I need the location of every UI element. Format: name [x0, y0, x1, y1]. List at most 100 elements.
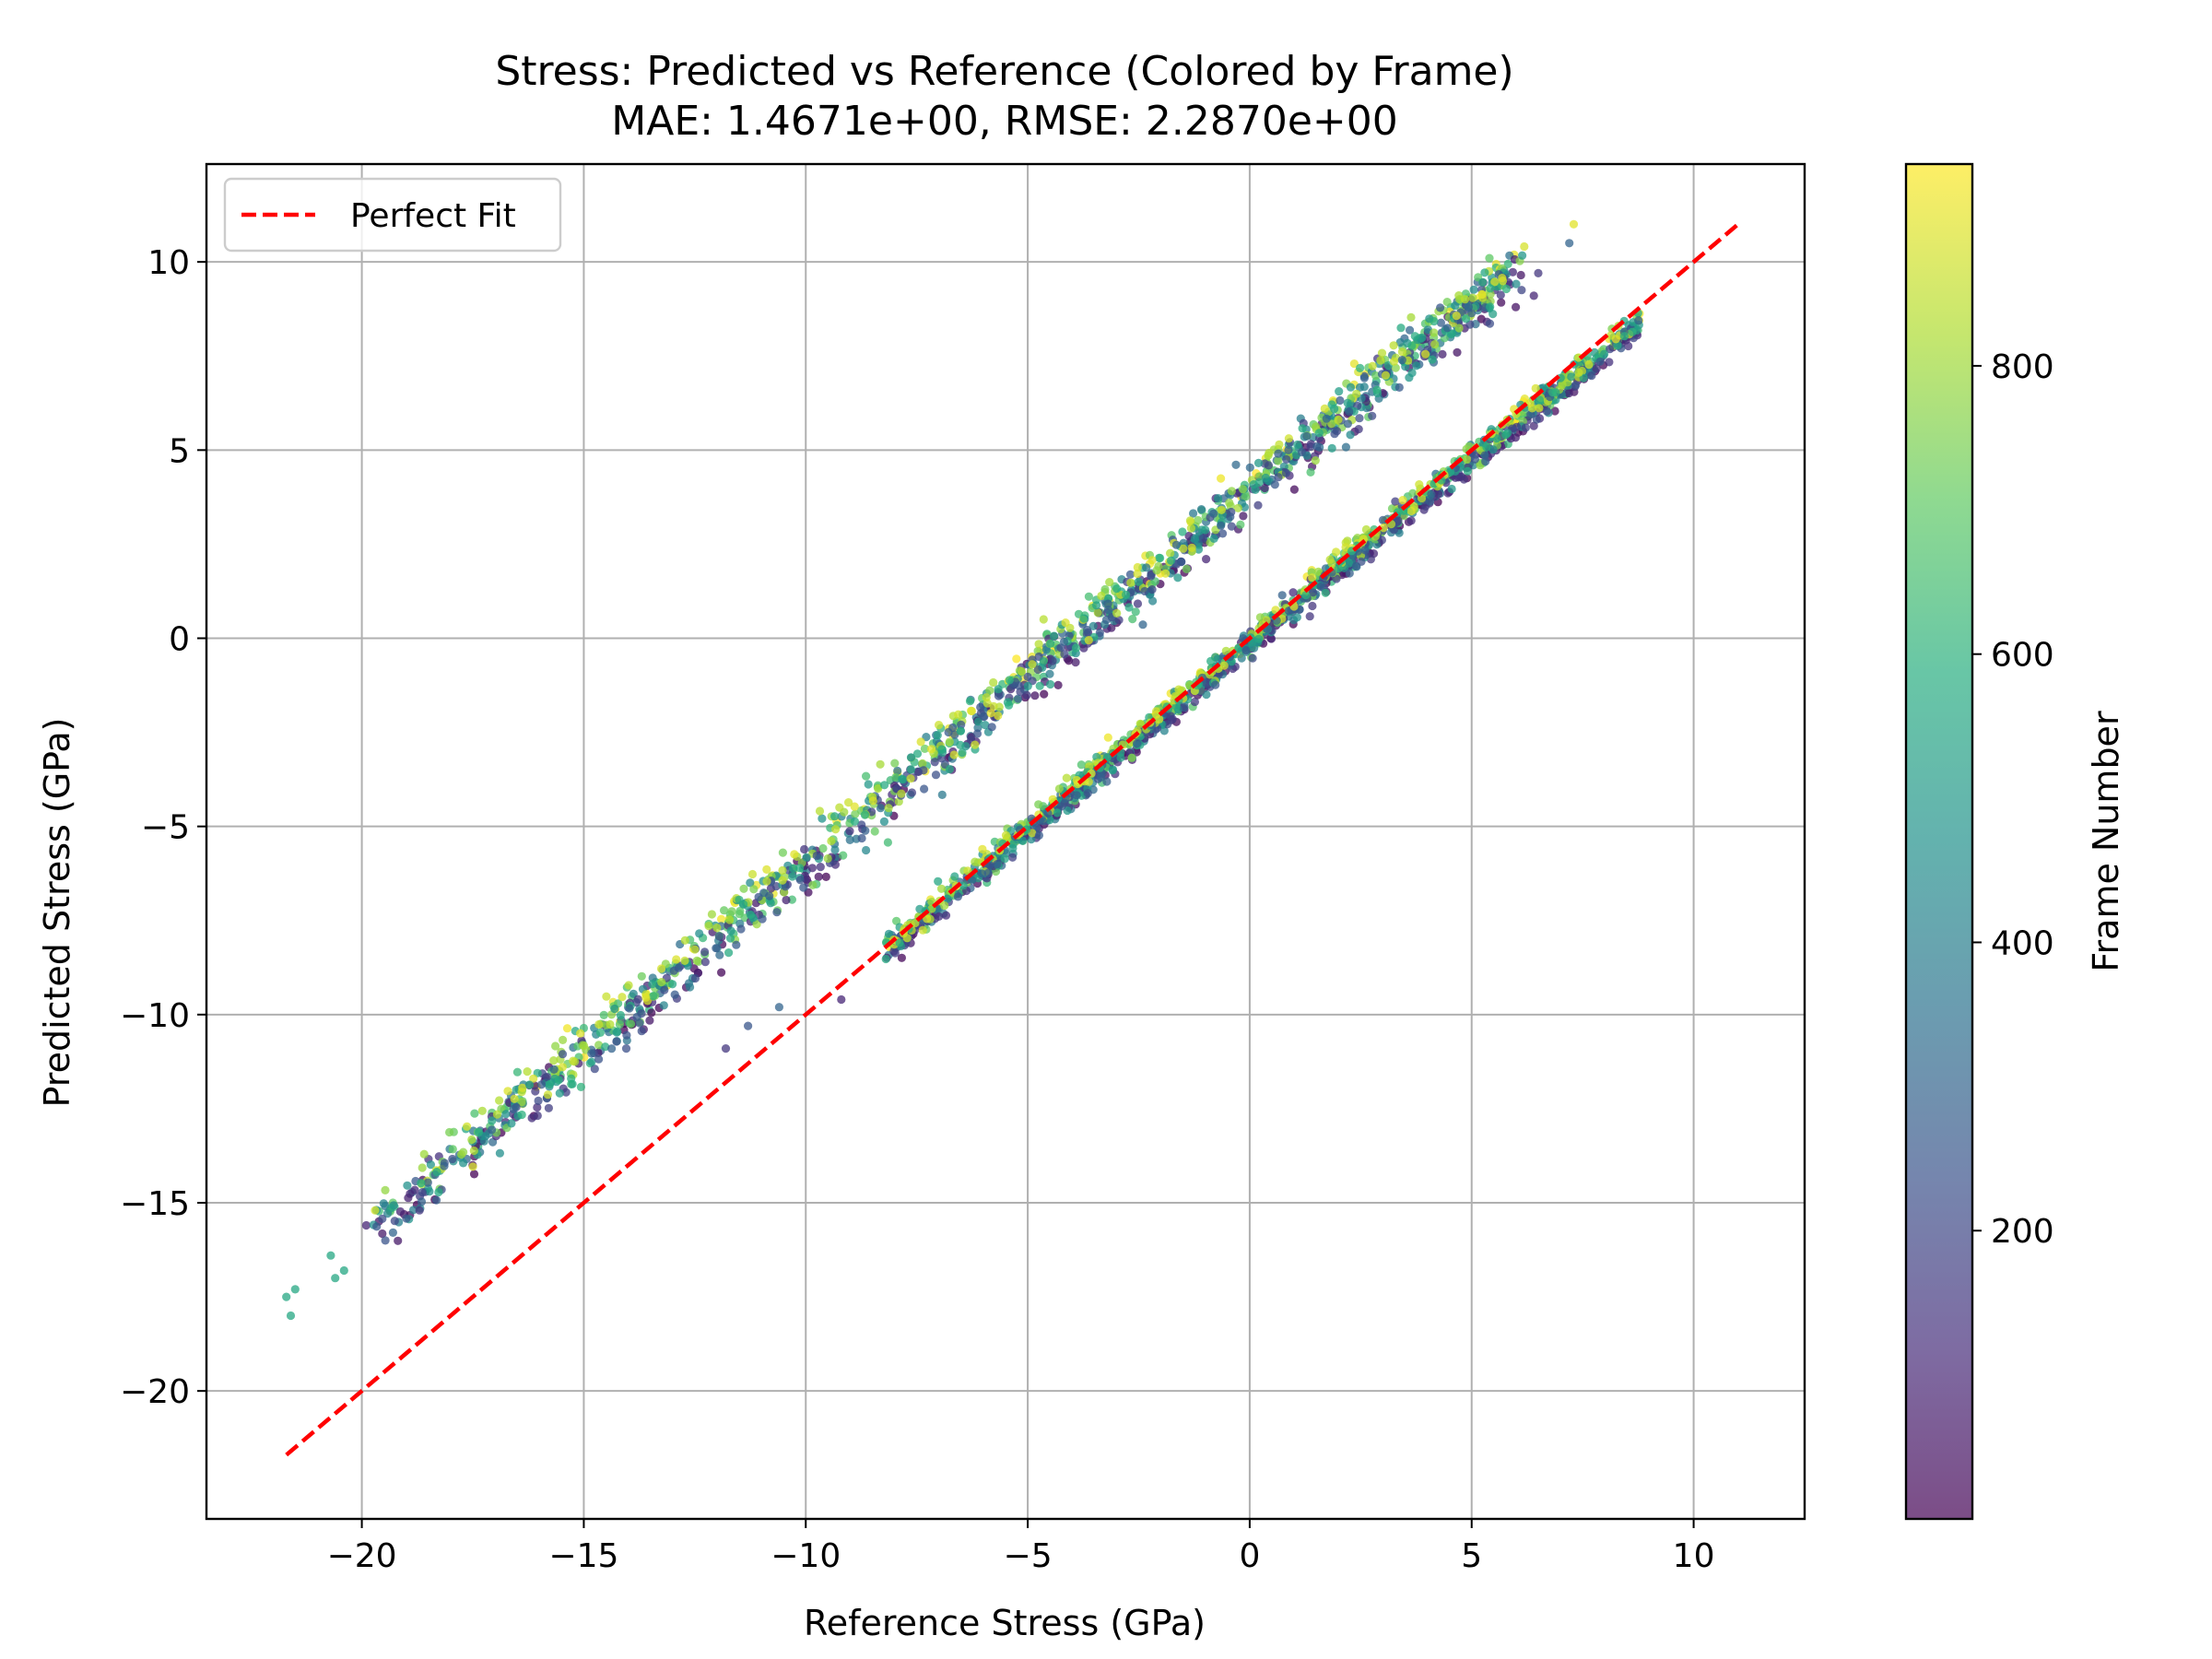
data-point: [1394, 382, 1404, 392]
data-point: [739, 900, 748, 909]
data-point: [1501, 430, 1511, 440]
data-point: [1301, 591, 1311, 600]
data-point: [821, 872, 830, 882]
data-point: [1163, 720, 1172, 729]
data-point: [1535, 395, 1545, 405]
data-point: [1217, 521, 1226, 531]
data-point: [622, 1030, 631, 1040]
data-point: [594, 1041, 604, 1050]
data-point: [1532, 415, 1541, 424]
data-point: [409, 1206, 418, 1215]
data-point: [1470, 454, 1479, 464]
data-point: [1442, 298, 1452, 307]
data-point: [613, 1027, 622, 1036]
data-point: [1569, 219, 1579, 229]
data-point: [1468, 293, 1477, 302]
data-point: [339, 1265, 348, 1276]
data-point: [417, 1197, 427, 1206]
x-axis-title: Reference Stress (GPa): [804, 1603, 1206, 1643]
data-point: [1512, 279, 1521, 288]
data-point: [1408, 488, 1418, 498]
data-point: [1512, 302, 1521, 312]
data-point: [1274, 456, 1283, 465]
data-point: [1202, 555, 1211, 564]
data-point: [959, 881, 968, 890]
data-point: [469, 1146, 478, 1156]
data-point: [649, 992, 658, 1001]
data-point: [1238, 485, 1248, 494]
data-point: [1606, 345, 1615, 354]
data-point: [1154, 561, 1163, 571]
axis-ticks: −20 −15 −10 −5 0 5 10 −20 −15 −10 −5 0 5 10: [120, 244, 1714, 1575]
data-point: [1147, 585, 1157, 594]
y-tick-label: −10: [120, 997, 190, 1035]
data-point: [1471, 301, 1480, 311]
data-point: [1428, 355, 1437, 364]
data-point: [378, 1229, 387, 1239]
data-point: [845, 827, 854, 836]
data-point: [923, 914, 932, 924]
data-point: [1452, 312, 1461, 321]
data-point: [1125, 570, 1135, 579]
data-point: [1360, 546, 1370, 555]
data-point: [1518, 251, 1527, 260]
data-point: [835, 803, 844, 812]
data-point: [1028, 660, 1037, 669]
data-point: [1045, 816, 1054, 825]
data-point: [1611, 335, 1620, 344]
data-point: [870, 827, 879, 836]
data-point: [957, 720, 966, 730]
data-point: [415, 1206, 424, 1215]
data-point: [985, 686, 994, 695]
data-point: [1525, 398, 1535, 407]
data-point: [616, 1010, 626, 1020]
data-point: [965, 697, 975, 706]
data-point: [994, 691, 1004, 700]
data-point: [1322, 414, 1331, 423]
data-point: [1239, 512, 1248, 521]
data-point: [1454, 324, 1464, 333]
data-point: [621, 1044, 631, 1053]
data-point: [862, 771, 871, 781]
data-point: [774, 1003, 784, 1012]
data-point: [1462, 314, 1471, 324]
data-point: [648, 973, 657, 982]
data-point: [379, 1199, 388, 1208]
data-point: [1061, 618, 1070, 628]
data-point: [1284, 445, 1293, 454]
data-point: [282, 1292, 291, 1301]
data-point: [736, 924, 746, 934]
data-point: [1237, 653, 1246, 663]
data-point: [1330, 429, 1339, 439]
y-tick-label: 5: [169, 432, 190, 470]
data-point: [386, 1204, 395, 1213]
data-point: [1520, 241, 1529, 252]
data-point: [1023, 672, 1032, 682]
data-point: [1128, 615, 1137, 624]
data-point: [1406, 325, 1415, 335]
legend: Perfect Fit: [223, 177, 562, 253]
data-point: [1274, 473, 1283, 482]
data-point: [864, 780, 873, 789]
data-point: [517, 1098, 526, 1107]
colorbar-tick-label: 800: [1991, 348, 2054, 386]
data-point: [510, 1094, 519, 1103]
data-point: [562, 1024, 572, 1033]
data-point: [1198, 534, 1207, 543]
data-point: [1327, 400, 1336, 409]
data-point: [1469, 285, 1478, 294]
data-point: [555, 1088, 564, 1098]
data-point: [1265, 448, 1274, 458]
data-point: [1060, 650, 1069, 659]
data-point: [1311, 456, 1320, 465]
data-point: [615, 1019, 625, 1030]
data-point: [789, 864, 798, 873]
data-point: [1308, 573, 1317, 582]
data-point: [1335, 395, 1345, 406]
data-point: [1038, 817, 1048, 826]
data-point: [1093, 608, 1102, 618]
data-point: [1171, 540, 1181, 549]
data-point: [1218, 529, 1228, 538]
data-point: [1174, 685, 1183, 694]
data-point: [477, 1106, 487, 1115]
